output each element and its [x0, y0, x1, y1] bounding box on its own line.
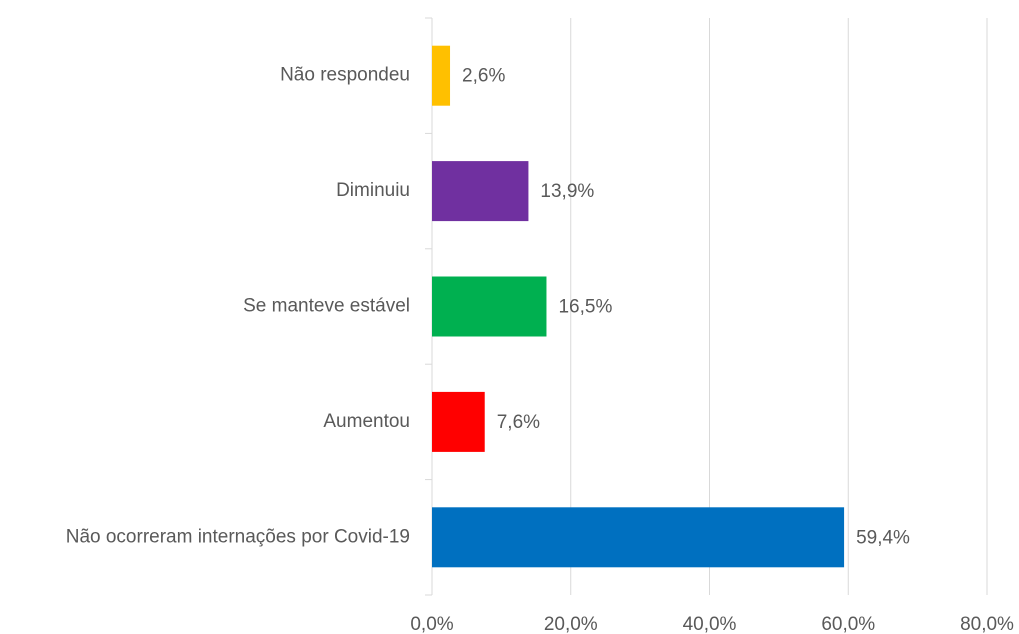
y-tick-label: Não ocorreram internações por Covid-19	[66, 526, 410, 547]
value-label: 13,9%	[540, 181, 594, 202]
y-tick-label: Aumentou	[323, 411, 410, 432]
value-label: 59,4%	[856, 527, 910, 548]
y-tick-label: Diminuiu	[336, 180, 410, 201]
bar	[432, 507, 845, 568]
y-tick-label: Não respondeu	[280, 65, 410, 86]
x-tick-label: 20,0%	[544, 614, 598, 634]
bar	[432, 45, 451, 106]
x-tick-label: 0,0%	[410, 614, 453, 634]
bar	[432, 161, 529, 222]
value-label: 16,5%	[558, 297, 612, 318]
bar	[432, 276, 547, 337]
value-label: 2,6%	[462, 66, 505, 87]
y-tick-label: Se manteve estável	[243, 296, 410, 317]
x-tick-label: 40,0%	[683, 614, 737, 634]
x-tick-label: 80,0%	[960, 614, 1014, 634]
bar	[432, 391, 485, 452]
value-label: 7,6%	[497, 412, 540, 433]
x-tick-label: 60,0%	[821, 614, 875, 634]
